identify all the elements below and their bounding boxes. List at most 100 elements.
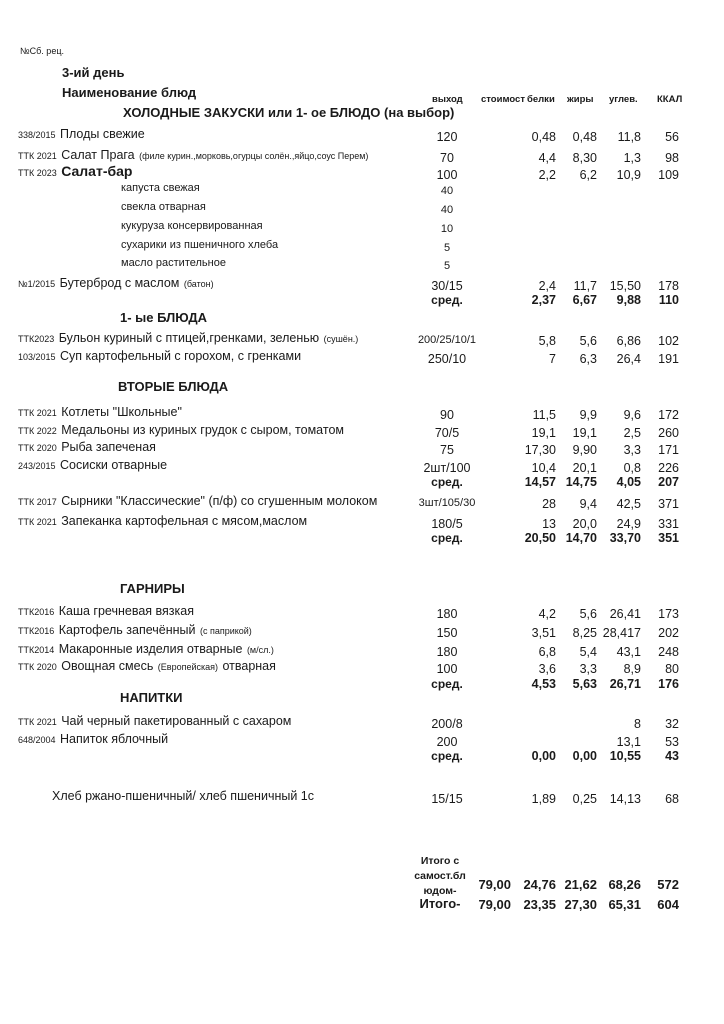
recipe-code: ТТК2016 xyxy=(18,607,55,617)
dish-fat: 5,63 xyxy=(572,677,597,691)
dish-note: (с паприкой) xyxy=(199,626,252,636)
ingredient-output: 5 xyxy=(443,260,451,272)
dish-note: (м/сл.) xyxy=(246,645,274,655)
dish-carbs: 11,8 xyxy=(617,130,641,144)
dish-fat: 8,25 xyxy=(572,626,597,640)
dish-kcal: 53 xyxy=(665,735,679,749)
recipe-code: ТТК 2021 xyxy=(18,717,57,727)
dish-output: 200/25/10/1 xyxy=(417,334,477,346)
dish-name: Макаронные изделия отварные xyxy=(58,642,243,656)
dish-kcal: 172 xyxy=(658,408,679,422)
dish-carbs: 8 xyxy=(634,717,641,731)
dish-fat: 0,25 xyxy=(572,792,597,806)
dish-fat: 14,75 xyxy=(565,475,597,489)
recipe-code: №1/2015 xyxy=(18,279,56,289)
dish-output: 200 xyxy=(436,735,458,749)
dish-protein: 0,48 xyxy=(531,130,556,144)
dish-carbs: 1,3 xyxy=(623,151,641,165)
recipe-code: ТТК2016 xyxy=(18,626,55,636)
dish-protein: 11,5 xyxy=(532,408,556,422)
dish-line: ТТК2016 Картофель запечённый (с паприкой… xyxy=(18,621,252,639)
dish-fat: 5,6 xyxy=(579,334,597,348)
dish-output: 75 xyxy=(440,443,454,457)
dish-kcal: 110 xyxy=(658,293,679,307)
recipe-number-label: №Сб. рец. xyxy=(20,46,64,56)
recipe-code: ТТК 2022 xyxy=(18,426,57,436)
dish-name: Плоды свежие xyxy=(60,127,145,141)
average-label: сред. xyxy=(431,677,463,691)
dish-fat: 9,90 xyxy=(572,443,597,457)
col-cost: стоимост xyxy=(481,94,525,105)
dish-fat: 5,4 xyxy=(579,645,597,659)
col-output: выход xyxy=(432,94,463,105)
ingredient-name: капуста свежая xyxy=(121,182,200,194)
ingredient-name: сухарики из пшеничного хлеба xyxy=(121,239,279,251)
dish-output: 90 xyxy=(440,408,454,422)
dish-output: 100 xyxy=(436,662,458,676)
dish-fat: 6,67 xyxy=(572,293,597,307)
total-fat: 21,62 xyxy=(564,877,597,892)
dish-line: ТТК2023 Бульон куриный с птицей,гренками… xyxy=(18,329,358,347)
recipe-code: ТТК 2021 xyxy=(18,151,57,161)
dish-name: Салат-бар xyxy=(61,163,133,179)
dish-kcal: 32 xyxy=(665,717,679,731)
dish-carbs: 33,70 xyxy=(609,531,641,545)
section-heading: НАПИТКИ xyxy=(120,690,183,705)
dish-line: Хлеб ржано-пшеничный/ хлеб пшеничный 1с xyxy=(52,787,314,805)
total-fat: 27,30 xyxy=(564,897,597,912)
dish-name: Запеканка картофельная с мясом,маслом xyxy=(61,514,308,528)
recipe-code: 103/2015 xyxy=(18,352,56,362)
ingredient-output: 40 xyxy=(440,185,454,197)
average-label: сред. xyxy=(431,475,463,489)
dish-fat: 9,4 xyxy=(579,497,597,511)
dish-kcal: 260 xyxy=(658,426,679,440)
dish-protein: 2,2 xyxy=(538,168,556,182)
dish-protein: 20,50 xyxy=(524,531,556,545)
total-carbs: 68,26 xyxy=(608,877,641,892)
recipe-code: ТТК2014 xyxy=(18,645,55,655)
dish-line: 338/2015 Плоды свежие xyxy=(18,125,145,143)
dish-output: 180 xyxy=(436,645,458,659)
dish-line: 648/2004 Напиток яблочный xyxy=(18,730,168,748)
recipe-code: ТТК 2021 xyxy=(18,408,57,418)
dish-note: (батон) xyxy=(183,279,214,289)
dish-line: 103/2015 Суп картофельный с горохом, с г… xyxy=(18,347,301,365)
recipe-code: 648/2004 xyxy=(18,735,56,745)
dish-protein: 4,2 xyxy=(538,607,556,621)
dish-kcal: 98 xyxy=(665,151,679,165)
total-label: Итого с xyxy=(420,855,460,867)
ingredient-output: 5 xyxy=(443,242,451,254)
section-heading: 1- ые БЛЮДА xyxy=(120,310,207,325)
dish-fat: 5,6 xyxy=(579,607,597,621)
dish-note: (сушён.) xyxy=(323,334,359,344)
dish-name: Хлеб ржано-пшеничный/ хлеб пшеничный 1с xyxy=(52,789,314,803)
recipe-code: ТТК 2020 xyxy=(18,662,57,672)
dish-line: ТТК 2017 Сырники "Классические" (п/ф) со… xyxy=(18,492,377,510)
dish-protein: 1,89 xyxy=(531,792,556,806)
recipe-code: 338/2015 xyxy=(18,130,56,140)
dish-kcal: 109 xyxy=(658,168,679,182)
average-label: сред. xyxy=(431,293,463,307)
dish-protein: 2,37 xyxy=(531,293,556,307)
dish-name: Напиток яблочный xyxy=(60,732,169,746)
dish-protein: 0,00 xyxy=(531,749,556,763)
dish-line: ТТК 2021 Чай черный пакетированный с сах… xyxy=(18,712,291,730)
dish-kcal: 102 xyxy=(658,334,679,348)
dish-output: 180 xyxy=(436,607,458,621)
recipe-code: ТТК 2021 xyxy=(18,517,57,527)
dish-kcal: 226 xyxy=(658,461,679,475)
ingredient-output: 10 xyxy=(440,223,454,235)
dish-name: Сырники "Классические" (п/ф) со сгушенны… xyxy=(61,494,378,508)
dish-carbs: 43,1 xyxy=(616,645,641,659)
total-protein: 23,35 xyxy=(523,897,556,912)
total-cost: 79,00 xyxy=(478,877,511,892)
dish-fat: 3,3 xyxy=(579,662,597,676)
dish-line: ТТК 2021 Запеканка картофельная с мясом,… xyxy=(18,512,307,530)
dish-name-suffix: отварная xyxy=(222,659,276,673)
dish-protein: 4,53 xyxy=(531,677,556,691)
dish-carbs: 13,1 xyxy=(616,735,641,749)
total-carbs: 65,31 xyxy=(608,897,641,912)
total-kcal: 572 xyxy=(657,877,679,892)
col-kcal: ККАЛ xyxy=(657,94,683,105)
dish-protein: 13 xyxy=(542,517,556,531)
